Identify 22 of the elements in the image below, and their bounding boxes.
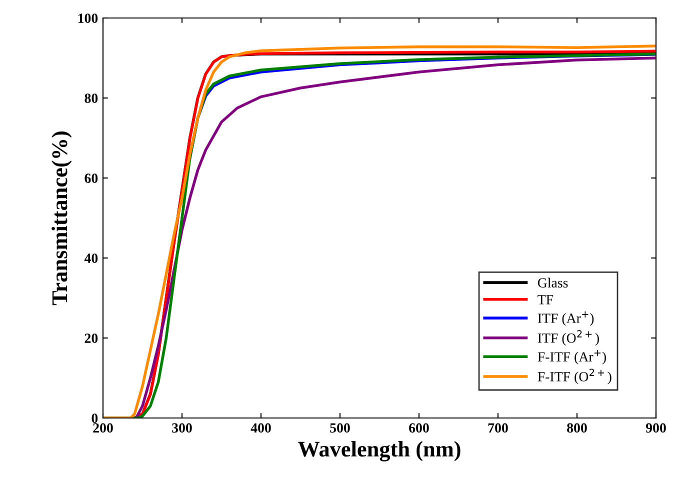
x-tick-label: 900 — [646, 423, 666, 433]
legend-label: Glass — [538, 278, 568, 288]
x-axis-title: Wavelength (nm) — [298, 441, 460, 462]
y-tick-label: 60 — [84, 174, 98, 183]
x-tick-label: 800 — [567, 423, 587, 433]
x-tick-label: 300 — [172, 423, 192, 433]
x-tick-label: 400 — [250, 423, 271, 433]
legend-label: ITF (Ar$^{+}$) — [538, 311, 594, 326]
legend-label: ITF (O$^{2+}$) — [538, 330, 599, 346]
legend-label: F-ITF (Ar$^{+}$) — [538, 350, 606, 364]
legend-label: F-ITF (O$^{2+}$) — [538, 368, 612, 384]
y-tick-label: 20 — [84, 334, 98, 343]
x-tick-label: 500 — [330, 423, 350, 433]
y-tick-label: 0 — [92, 414, 98, 423]
y-tick-label: 80 — [84, 94, 98, 103]
legend-label: TF — [538, 295, 554, 304]
y-tick-label: 100 — [78, 14, 98, 23]
x-tick-label: 600 — [409, 423, 429, 433]
y-tick-label: 40 — [84, 254, 98, 263]
x-tick-label: 700 — [488, 423, 508, 433]
y-axis-title: Transmittance(%) — [52, 132, 72, 306]
x-tick-label: 200 — [93, 423, 113, 433]
